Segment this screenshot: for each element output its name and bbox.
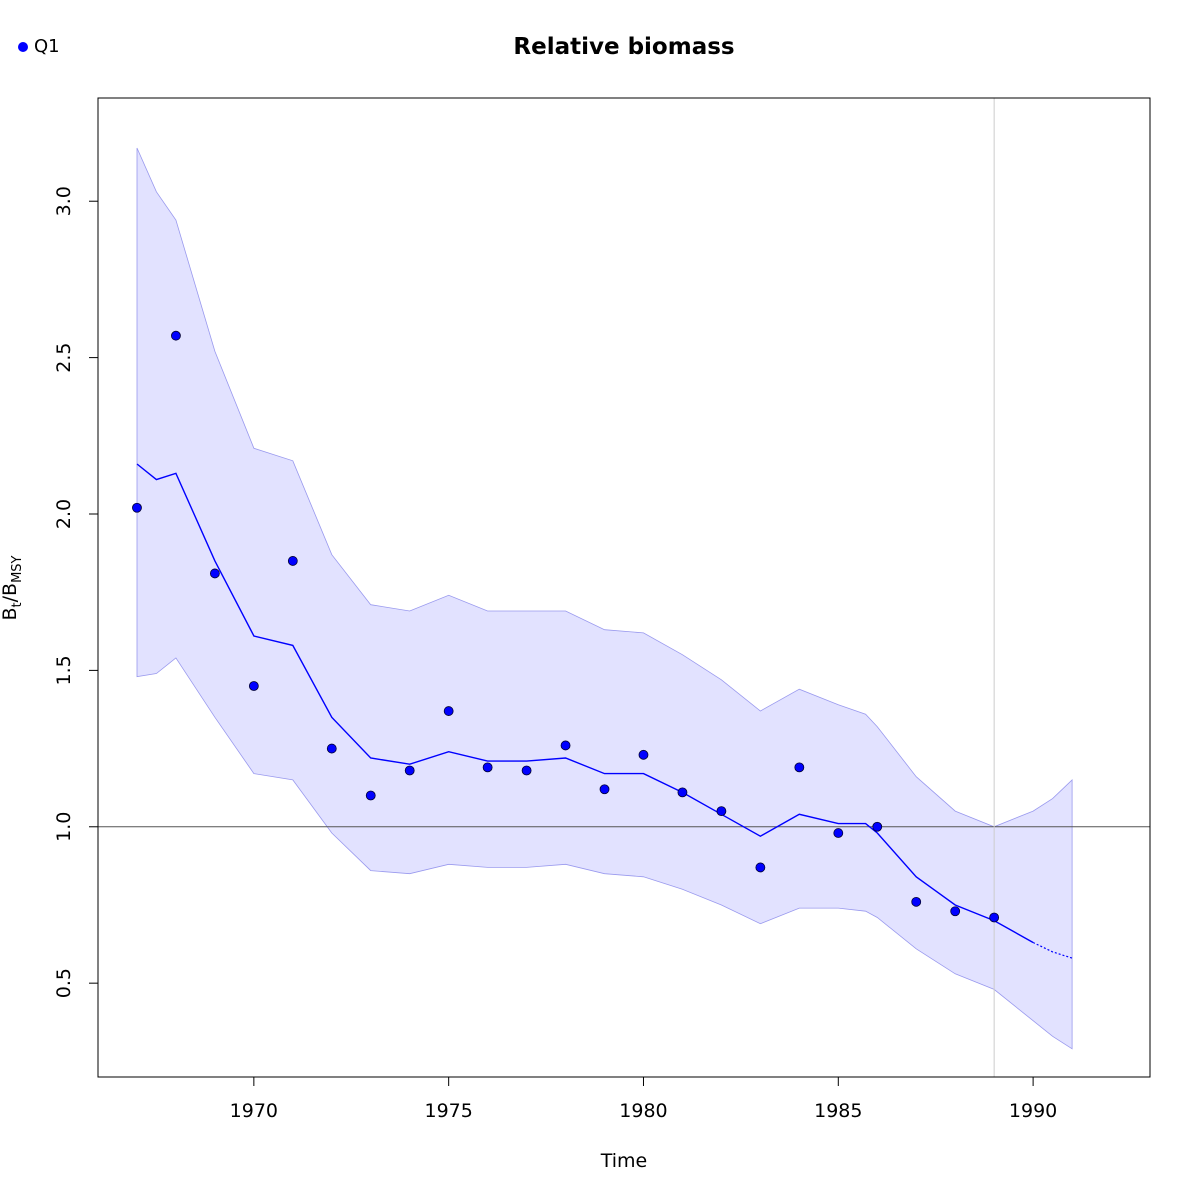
forecast-line	[1032, 941, 1073, 959]
y-tick-label: 1.0	[53, 812, 75, 842]
x-tick-label: 1985	[814, 1100, 862, 1122]
data-point	[950, 906, 961, 917]
plot-frame	[97, 97, 1151, 1078]
data-point	[132, 502, 142, 513]
data-point	[599, 784, 610, 795]
x-tick-label: 1980	[619, 1100, 667, 1122]
data-point	[404, 765, 415, 776]
legend: Q1	[18, 36, 60, 57]
data-point	[326, 743, 337, 754]
legend-label-q1: Q1	[34, 36, 60, 57]
data-point	[171, 330, 181, 341]
chart-title: Relative biomass	[513, 34, 735, 60]
data-point	[521, 765, 532, 776]
data-point	[833, 828, 844, 838]
data-point	[248, 681, 259, 691]
estimate-line	[136, 463, 1034, 944]
data-point	[911, 896, 922, 907]
data-point	[482, 762, 493, 773]
data-point	[443, 706, 454, 716]
data-point	[287, 556, 298, 566]
x-tick-label: 1970	[230, 1100, 278, 1122]
data-point	[365, 790, 376, 801]
confidence-band	[136, 147, 1073, 1050]
y-tick-label: 2.0	[53, 499, 75, 529]
observation-points-layer	[132, 330, 1000, 923]
data-point	[677, 787, 688, 798]
x-tick-label: 1975	[424, 1100, 472, 1122]
data-point	[638, 749, 649, 760]
y-tick-label: 3.0	[53, 186, 75, 216]
legend-marker-q1	[18, 41, 28, 52]
data-point	[755, 862, 766, 873]
data-point	[716, 806, 727, 817]
x-tick-label: 1990	[1009, 1100, 1057, 1122]
axes-layer: 1970 1975 1980 1985 1990 0.5 1.0 1.5 2.0 2.5 3.0	[53, 186, 1057, 1122]
data-point	[560, 740, 571, 751]
x-axis-label: Time	[600, 1150, 648, 1172]
data-point	[794, 762, 805, 773]
y-tick-label: 2.5	[53, 342, 75, 372]
y-tick-label: 1.5	[53, 655, 75, 685]
data-point	[989, 912, 1000, 923]
y-tick-label: 0.5	[53, 968, 75, 998]
data-point	[209, 568, 220, 579]
data-point	[872, 821, 883, 832]
confidence-band-layer	[136, 147, 1073, 1050]
estimate-line-layer	[136, 463, 1073, 959]
